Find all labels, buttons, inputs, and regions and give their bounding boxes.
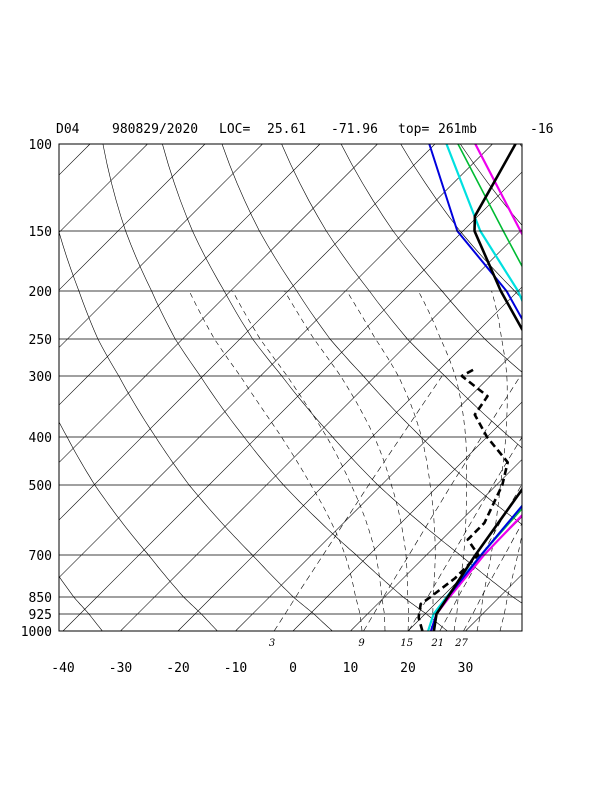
moist-adiabat-line bbox=[188, 290, 363, 631]
profile-lines bbox=[417, 144, 522, 631]
temperature-label: 20 bbox=[400, 661, 416, 676]
isotherm-lines bbox=[59, 144, 612, 631]
mixing-ratio-lines bbox=[273, 375, 522, 631]
dry-adiabat-line bbox=[579, 144, 612, 631]
temperature-label: 30 bbox=[458, 661, 474, 676]
dry-adiabat-lines bbox=[59, 144, 612, 631]
temperature-axis-labels: -40 -30 -20 -10 0 10 20 30 bbox=[51, 661, 473, 676]
mixing-ratio-label: 9 bbox=[358, 638, 365, 649]
dewpoint-line bbox=[417, 367, 509, 631]
moist-adiabat-line bbox=[346, 290, 436, 631]
isotherm-line bbox=[465, 574, 522, 631]
isotherm-line bbox=[59, 144, 321, 406]
pressure-label: 700 bbox=[29, 549, 52, 564]
isotherm-line bbox=[59, 144, 263, 348]
dry-adiabat-line bbox=[400, 144, 522, 300]
longitude: -71.96 bbox=[331, 122, 378, 137]
isotherm-line bbox=[235, 344, 522, 631]
mixing-ratio-labels: 3 9 15 21 27 bbox=[269, 638, 469, 649]
isotherm-line bbox=[59, 144, 493, 578]
temperature-label: -20 bbox=[166, 661, 189, 676]
loc-label: LOC= bbox=[219, 122, 250, 137]
mixing-ratio-label: 21 bbox=[430, 638, 444, 649]
temperature-label: -10 bbox=[224, 661, 247, 676]
moist-adiabat-line bbox=[232, 290, 386, 631]
pressure-axis-labels: 100 150 200 250 300 400 500 700 850 925 1000 bbox=[21, 138, 52, 640]
mixing-ratio-label: 15 bbox=[400, 638, 413, 649]
parcel-green-line bbox=[427, 144, 522, 631]
pressure-label: 100 bbox=[29, 138, 52, 153]
isotherm-line bbox=[177, 286, 522, 631]
mixing-ratio-line bbox=[463, 522, 522, 631]
station-id: D04 bbox=[56, 122, 80, 137]
isotherm-line bbox=[59, 144, 148, 233]
isotherm-line bbox=[292, 401, 522, 631]
temperature-label: 10 bbox=[343, 661, 359, 676]
mixing-ratio-label: 3 bbox=[269, 638, 275, 649]
moist-adiabat-line bbox=[499, 533, 522, 631]
pressure-label: 925 bbox=[29, 608, 52, 623]
isotherm-line bbox=[59, 144, 436, 521]
top-value: 261mb bbox=[438, 122, 477, 137]
dry-adiabat-line bbox=[221, 144, 522, 525]
extra-value: -16 bbox=[530, 122, 553, 137]
mixing-ratio-line bbox=[408, 436, 522, 631]
pressure-label: 400 bbox=[29, 431, 52, 446]
pressure-label: 250 bbox=[29, 333, 52, 348]
pressure-label: 850 bbox=[29, 591, 52, 606]
isotherm-line bbox=[407, 516, 522, 631]
dry-adiabat-line bbox=[460, 144, 522, 226]
title-line: D04 980829/2020 LOC= 25.61 -71.96 top= 2… bbox=[56, 122, 553, 137]
mixing-ratio-label: 27 bbox=[454, 638, 468, 649]
moist-adiabat-line bbox=[418, 290, 467, 631]
pressure-label: 150 bbox=[29, 225, 52, 240]
pressure-label: 1000 bbox=[21, 625, 52, 640]
moist-adiabat-line bbox=[476, 290, 508, 631]
temperature-label: -40 bbox=[51, 661, 74, 676]
parcel-blue-line bbox=[428, 144, 522, 631]
plot-area bbox=[59, 144, 612, 631]
pressure-label: 500 bbox=[29, 479, 52, 494]
dry-adiabat-line bbox=[519, 144, 522, 148]
dry-adiabat-line bbox=[162, 144, 522, 604]
pressure-label: 300 bbox=[29, 370, 52, 385]
moist-adiabat-lines bbox=[188, 290, 522, 631]
plot-frame bbox=[58, 143, 523, 632]
isotherm-line bbox=[350, 459, 522, 631]
mixing-ratio-line bbox=[273, 375, 443, 631]
mixing-ratio-line bbox=[439, 483, 522, 631]
parcel-cyan-line bbox=[427, 144, 522, 631]
moist-adiabat-line bbox=[284, 290, 409, 631]
mixing-ratio-line bbox=[363, 375, 521, 631]
isotherm-line bbox=[581, 144, 612, 631]
temperature-label: -30 bbox=[109, 661, 132, 676]
dry-adiabat-line bbox=[59, 230, 333, 631]
isotherm-line bbox=[59, 144, 378, 463]
isobar-lines bbox=[59, 143, 522, 632]
isotherm-line bbox=[120, 229, 522, 631]
temperature-label: 0 bbox=[289, 661, 297, 676]
dry-adiabat-line bbox=[102, 144, 448, 631]
pressure-label: 200 bbox=[29, 285, 52, 300]
latitude: 25.61 bbox=[267, 122, 306, 137]
top-label: top= bbox=[398, 122, 429, 137]
date-time: 980829/2020 bbox=[112, 122, 198, 137]
isotherm-line bbox=[523, 144, 612, 631]
dry-adiabat-line bbox=[281, 144, 522, 449]
